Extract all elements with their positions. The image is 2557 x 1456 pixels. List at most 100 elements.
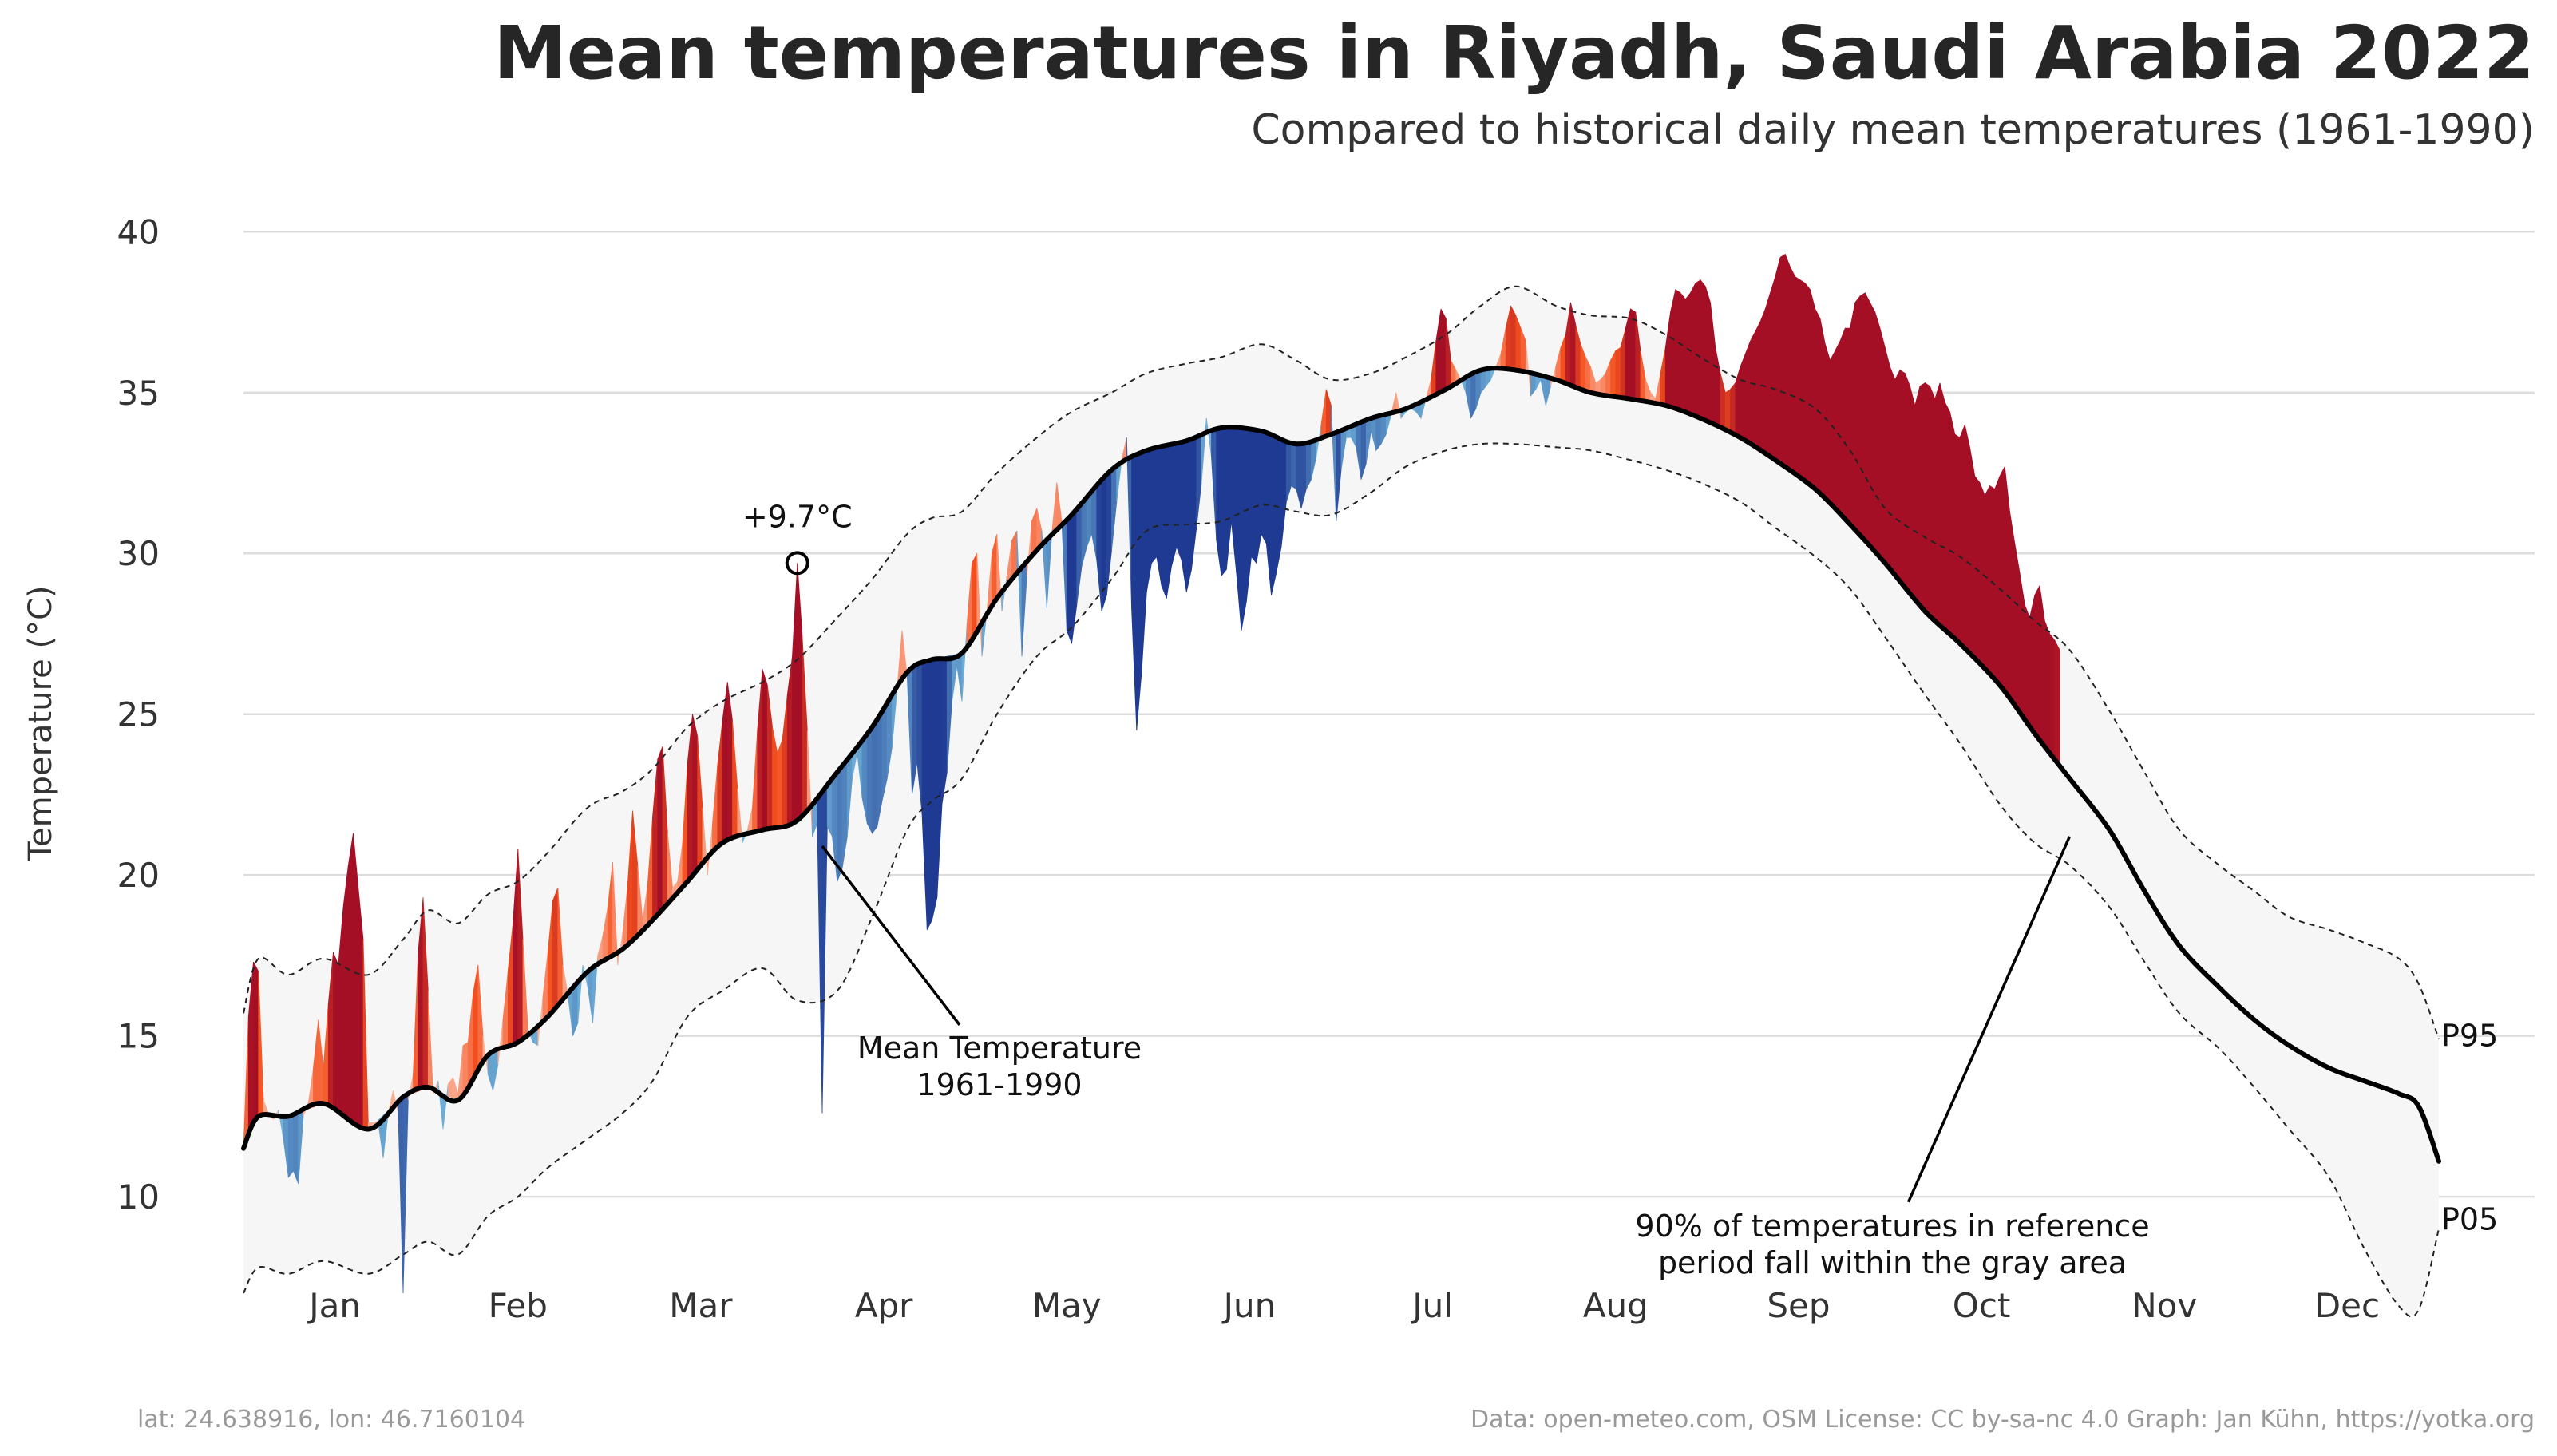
x-tick-label: Jul [1410, 1286, 1453, 1325]
anomaly-segment [358, 888, 364, 1127]
peak-marker [785, 551, 809, 576]
axis-ticks: 10 15 20 25 30 35 40 Jan Feb Mar Apr May Jun Jul Aug Se… [117, 212, 2381, 1325]
anomaly-segment [1704, 286, 1711, 424]
anomaly-segment [1695, 279, 1701, 419]
anomaly-segment [2044, 620, 2050, 754]
anomaly-segment [253, 961, 259, 1127]
anomaly-segment [1166, 444, 1172, 599]
y-tick-label: 25 [117, 695, 160, 734]
anomaly-segment [287, 1114, 294, 1179]
anomaly-segment [2034, 585, 2040, 742]
anomaly-segment [1440, 308, 1447, 393]
y-tick-label: 30 [117, 534, 160, 573]
p95-line [243, 285, 2440, 1040]
y-axis-title: Temperature (°C) [22, 585, 59, 861]
anomaly-segment [333, 952, 339, 1113]
anomaly-segment [1784, 254, 1791, 472]
anomaly-segment [1675, 289, 1681, 412]
anomaly-segment [1795, 275, 1801, 479]
anomaly-segment [1919, 382, 1926, 612]
anomaly-segment [1824, 344, 1831, 505]
anomaly-segment [1954, 433, 1961, 645]
anomaly-segment [1890, 366, 1896, 576]
x-tick-label: May [1032, 1286, 1102, 1325]
y-tick-label: 10 [117, 1177, 160, 1217]
mean-label-text: 1961-1990 [916, 1067, 1082, 1102]
anomaly-segment [1859, 292, 1866, 542]
anomaly-segment [1251, 429, 1257, 564]
anomaly-segment [293, 1112, 299, 1185]
mean-label-leader [821, 845, 961, 1026]
anomaly-segment [1231, 428, 1237, 573]
anomaly-segment [1740, 354, 1746, 441]
x-tick-label: Dec [2315, 1286, 2380, 1325]
anomaly-segment [2049, 632, 2056, 761]
x-tick-label: Mar [669, 1286, 733, 1325]
anomaly-segment [1930, 386, 1936, 622]
x-tick-label: Nov [2131, 1286, 2197, 1325]
anomaly-segment [1810, 289, 1816, 490]
anomaly-segment [1684, 291, 1691, 415]
footer-credits: Data: open-meteo.com, OSM License: CC by… [1470, 1406, 2535, 1434]
band-label-leader [1906, 836, 2072, 1203]
reference-lines [241, 285, 2441, 1318]
anomaly-segment [1750, 331, 1756, 449]
anomaly-segment [1779, 253, 1786, 469]
anomaly-segment [1790, 267, 1796, 476]
anomaly-segment [1899, 369, 1906, 588]
anomaly-segment [1615, 346, 1621, 398]
anomaly-segment [797, 563, 803, 821]
anomaly-segment [1999, 466, 2005, 694]
anomaly-segment [1914, 386, 1921, 607]
anomaly-segment [1221, 427, 1227, 577]
anomaly-segment [1710, 302, 1716, 426]
anomaly-segment [1879, 328, 1886, 564]
p95-label: P95 [2441, 1019, 2498, 1054]
anomaly-segment [1151, 447, 1158, 564]
anomaly-segment [1870, 302, 1876, 553]
anomaly-segment [2014, 544, 2021, 714]
anomaly-segment [1839, 328, 1846, 520]
anomaly-segment [1770, 276, 1776, 461]
anomaly-segment [1730, 382, 1736, 436]
anomaly-segment [1964, 425, 1970, 655]
anomaly-segment [1141, 449, 1147, 673]
anomaly-segment [1755, 321, 1761, 452]
anomaly-segment [1066, 513, 1072, 644]
footer-location: lat: 24.638916, lon: 46.7160104 [137, 1406, 525, 1434]
peak-label: +9.7°C [742, 499, 853, 534]
anomaly-segment [837, 765, 843, 882]
anomaly-segment [1630, 308, 1637, 401]
anomaly-segment [353, 833, 359, 1124]
anomaly-segment [1969, 447, 1976, 660]
anomaly-segment [1764, 292, 1771, 458]
anomaly-segment [1994, 476, 2001, 686]
anomaly-segment [1864, 292, 1870, 548]
anomaly-segment [1375, 414, 1382, 452]
anomaly-segment [792, 563, 798, 822]
anomaly-segment [2024, 604, 2030, 728]
anomaly-segment [342, 865, 349, 1118]
anomaly-segment [1161, 445, 1167, 599]
anomaly-segment [1276, 436, 1282, 573]
anomaly-segment [1819, 318, 1826, 500]
anomaly-segment [1850, 302, 1856, 531]
anomaly-segment [1664, 311, 1671, 408]
anomaly-segment [1934, 382, 1941, 626]
anomaly-segment [1854, 295, 1861, 536]
mean-line [241, 366, 2441, 1164]
anomaly-segment [1744, 341, 1751, 445]
anomaly-segment [338, 907, 344, 1116]
anomaly-segment [872, 718, 878, 834]
anomaly-segment [1191, 437, 1197, 570]
anomaly-segment [1156, 446, 1162, 586]
anomaly-segment [1944, 402, 1950, 635]
anomaly-segment [1146, 449, 1152, 592]
anomaly-segment [1245, 429, 1252, 602]
anomaly-segment [1291, 441, 1297, 490]
anomaly-segment [1136, 453, 1142, 730]
anomaly-segment [1959, 424, 1965, 650]
anomaly-segment [657, 746, 663, 916]
